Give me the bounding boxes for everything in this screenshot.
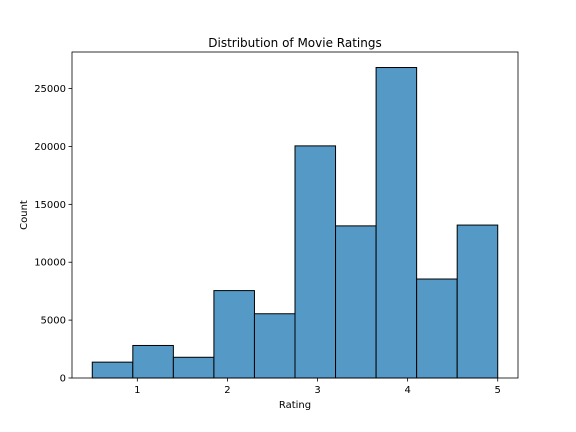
bars-group: [91, 67, 499, 379]
y-tick-label: 10000: [34, 258, 66, 269]
y-tick-label: 20000: [34, 142, 66, 153]
histogram-bar-7: [375, 67, 418, 379]
y-ticks-group: 0 5000 10000 15000 20000 25000: [34, 84, 72, 385]
histogram-bar-4: [253, 313, 296, 379]
histogram-bar-2: [172, 356, 215, 379]
x-axis-label: Rating: [279, 400, 311, 411]
histogram-bar-1: [132, 344, 174, 379]
x-tick-label: 1: [134, 385, 140, 396]
y-tick-label: 25000: [34, 84, 66, 95]
x-tick-label: 3: [314, 385, 320, 396]
x-tick-label: 5: [495, 385, 501, 396]
x-ticks-group: 1 2 3 4 5: [134, 378, 501, 396]
y-tick-label: 15000: [34, 200, 66, 211]
x-tick-label: 2: [224, 385, 230, 396]
histogram-bar-3: [213, 290, 255, 379]
histogram-bar-6: [335, 225, 377, 379]
plot-frame: [71, 51, 519, 379]
x-tick-label: 4: [404, 385, 410, 396]
histogram-bar-9: [456, 224, 499, 379]
histogram-bar-5: [294, 145, 337, 379]
y-tick-label: 5000: [41, 316, 66, 327]
chart-title: Distribution of Movie Ratings: [208, 36, 381, 50]
y-axis-label: Count: [19, 200, 30, 230]
histogram-bar-0: [91, 361, 134, 379]
y-tick-label: 0: [60, 374, 66, 385]
histogram-bar-8: [416, 278, 458, 379]
